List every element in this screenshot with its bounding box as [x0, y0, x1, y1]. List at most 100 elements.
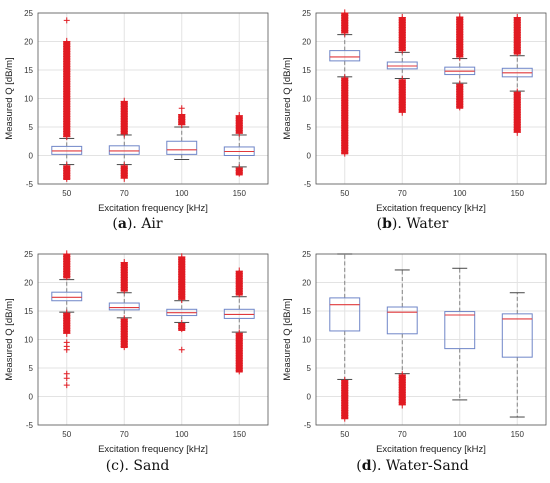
y-tick-label: 15 — [24, 307, 33, 316]
outliers-low-marker — [456, 103, 464, 111]
outliers-low-marker — [398, 108, 406, 116]
outliers-high-marker — [63, 272, 71, 281]
outliers-high-marker — [341, 29, 349, 37]
chart-panel-3: -5 0 5 10 15 20 25 50 70 100 150 Excitation frequen… — [282, 250, 547, 455]
x-tick-label: 100 — [175, 430, 189, 439]
x-tick-label: 100 — [453, 430, 467, 439]
outliers-low-marker — [513, 128, 521, 136]
box-70 — [386, 13, 418, 116]
outlier-point — [63, 382, 70, 389]
outliers-low-marker — [235, 367, 243, 375]
outliers-high-marker — [456, 53, 464, 61]
y-tick-label: 10 — [302, 95, 311, 104]
x-tick-label: 50 — [62, 189, 71, 198]
x-axis-label: Excitation frequency [kHz] — [98, 444, 208, 455]
chart-panel-1: -5 0 5 10 15 20 25 50 70 100 150 Excitation frequen… — [282, 9, 547, 214]
y-tick-label: 5 — [29, 364, 34, 373]
box-150 — [223, 267, 255, 375]
iqr-box — [51, 145, 83, 155]
outliers-low-marker — [63, 329, 71, 337]
box-50 — [51, 250, 83, 389]
y-tick-label: 0 — [29, 393, 34, 402]
outlier-point — [178, 105, 185, 112]
y-tick-label: 10 — [24, 336, 33, 345]
x-tick-label: 150 — [233, 430, 247, 439]
box-50 — [51, 17, 83, 182]
outlier-point — [63, 346, 70, 353]
outliers-high-marker — [120, 286, 128, 294]
x-tick-label: 50 — [340, 430, 349, 439]
iqr-box — [444, 311, 476, 350]
y-tick-label: 5 — [307, 123, 312, 132]
outliers-high-marker — [178, 295, 186, 303]
box-150 — [223, 112, 255, 177]
y-tick-label: 25 — [24, 250, 33, 259]
y-tick-label: 20 — [302, 38, 311, 47]
x-axis-label: Excitation frequency [kHz] — [376, 203, 486, 214]
plot-frame — [315, 12, 547, 185]
x-tick-label: 70 — [398, 189, 407, 198]
x-tick-label: 70 — [120, 189, 129, 198]
iqr-box — [223, 308, 255, 319]
outliers-low-marker — [120, 342, 128, 351]
outliers-low-marker — [398, 401, 406, 409]
y-tick-label: 25 — [24, 9, 33, 18]
y-axis-label: Measured Q [dB/m] — [4, 57, 15, 139]
y-tick-label: -5 — [304, 180, 312, 189]
y-tick-label: 5 — [29, 123, 34, 132]
outliers-low-marker — [63, 174, 71, 182]
outliers-high-marker — [120, 130, 128, 138]
chart-panel-2: -5 0 5 10 15 20 25 50 70 100 150 Excitation frequen… — [4, 250, 269, 455]
outlier-point — [63, 375, 70, 382]
y-tick-label: 0 — [307, 152, 312, 161]
plot-frame — [315, 253, 547, 426]
y-tick-label: 5 — [307, 364, 312, 373]
outliers-high-marker — [398, 46, 406, 54]
iqr-box — [166, 140, 198, 155]
x-tick-label: 50 — [62, 430, 71, 439]
outliers-high-marker — [235, 129, 243, 137]
y-tick-label: 0 — [29, 152, 34, 161]
x-tick-label: 50 — [340, 189, 349, 198]
outliers-high-marker — [513, 48, 521, 57]
y-tick-label: 25 — [302, 250, 311, 259]
outlier-point — [63, 17, 70, 24]
x-tick-label: 70 — [398, 430, 407, 439]
iqr-box — [329, 297, 361, 332]
box-100 — [444, 13, 476, 111]
box-70 — [108, 258, 140, 351]
iqr-box — [329, 50, 361, 62]
iqr-box — [386, 61, 418, 70]
box-70 — [386, 269, 418, 409]
caption-water: (b). Water — [376, 216, 449, 232]
outliers-high-marker — [235, 290, 243, 298]
box-50 — [329, 253, 361, 422]
y-tick-label: 10 — [302, 336, 311, 345]
y-tick-label: 25 — [302, 9, 311, 18]
box-100 — [444, 267, 476, 401]
iqr-box — [501, 313, 533, 358]
y-axis-label: Measured Q [dB/m] — [4, 298, 15, 380]
outliers-high-marker — [63, 132, 71, 141]
y-tick-label: 15 — [302, 66, 311, 75]
caption-water-sand: (d). Water-Sand — [356, 458, 469, 474]
box-50 — [329, 9, 361, 157]
y-tick-label: 20 — [24, 38, 33, 47]
y-tick-label: 20 — [302, 279, 311, 288]
outliers-low-marker — [120, 174, 128, 182]
y-tick-label: -5 — [304, 421, 312, 430]
y-tick-label: 15 — [302, 307, 311, 316]
outliers-low-marker — [235, 169, 243, 177]
box-100 — [166, 253, 198, 353]
y-tick-label: -5 — [26, 421, 34, 430]
outliers-low-marker — [341, 149, 349, 157]
iqr-box — [108, 302, 140, 311]
x-tick-label: 150 — [511, 430, 525, 439]
x-axis-label: Excitation frequency [kHz] — [98, 203, 208, 214]
iqr-box — [108, 145, 140, 155]
chart-panel-0: -5 0 5 10 15 20 25 50 70 100 150 Excitation frequen… — [4, 9, 269, 214]
outliers-low-marker — [178, 324, 186, 333]
box-70 — [108, 97, 140, 182]
y-tick-label: 15 — [24, 66, 33, 75]
